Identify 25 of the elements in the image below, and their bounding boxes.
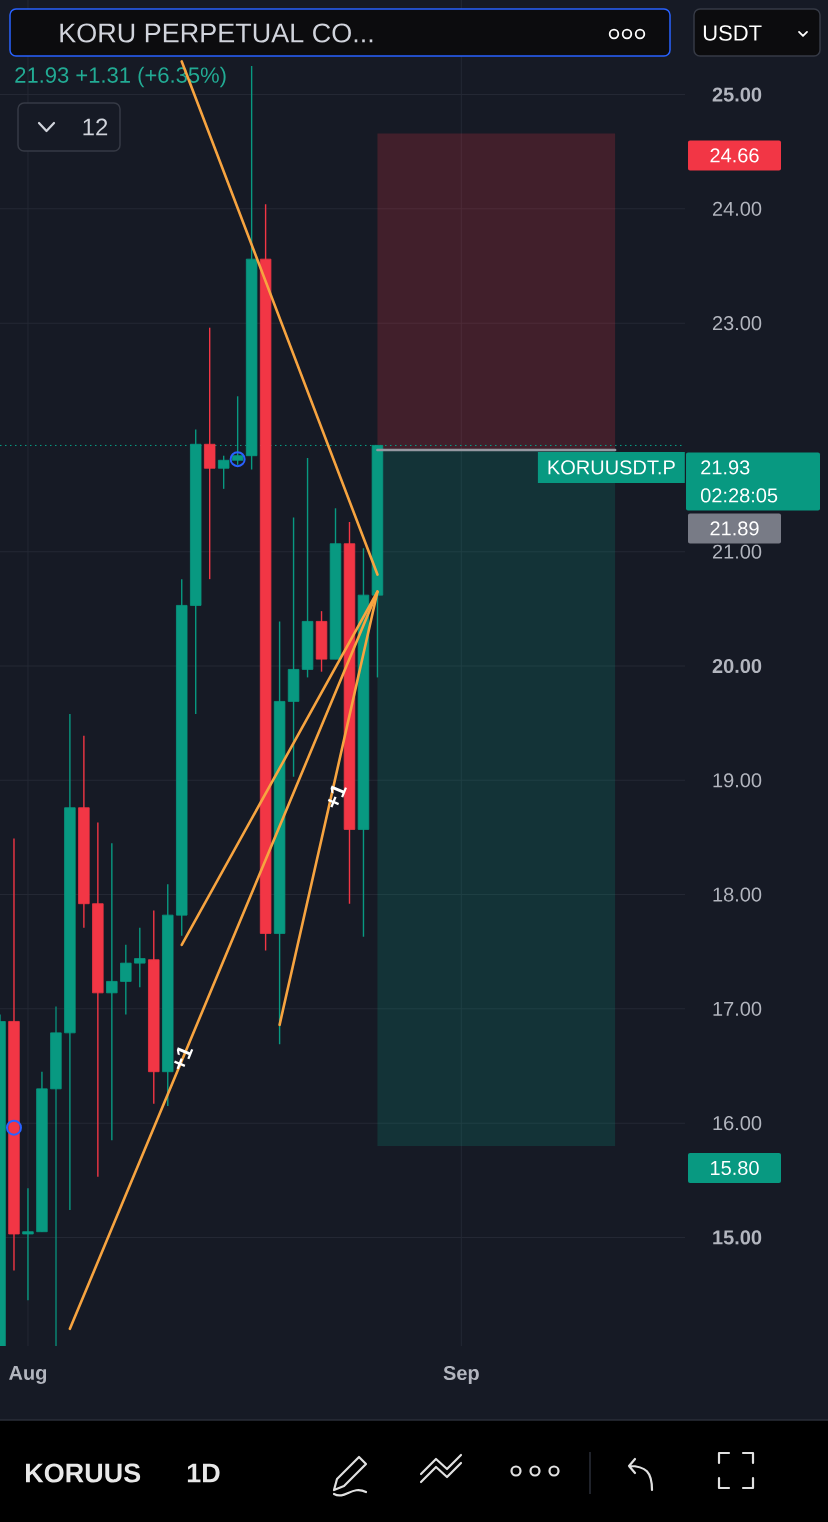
y-tick-label: 16.00 — [713, 1116, 762, 1131]
y-tick-label: 23.00 — [712, 316, 762, 331]
text: KORUUS — [26, 1463, 141, 1483]
annotation: 12 — [83, 118, 108, 136]
annotation: +1 — [327, 785, 347, 808]
y-tick-label: 17.00 — [713, 1001, 762, 1016]
text: USDT — [703, 25, 762, 41]
text: 1D — [187, 1463, 220, 1483]
text: 21.89 — [710, 521, 759, 536]
text: KORU PERPETUAL CO... — [60, 23, 373, 43]
y-tick-label: 24.00 — [712, 201, 762, 216]
y-tick-label: 18.00 — [713, 887, 762, 902]
x-tick-label: Sep — [443, 1365, 479, 1385]
y-tick-label: 20.00 — [712, 658, 762, 674]
y-tick-label: 25.00 — [712, 87, 762, 102]
y-tick-label: 15.00 — [713, 1230, 762, 1245]
text: 24.66 — [710, 148, 759, 163]
ref-line-label: KORUUSDT.P — [548, 460, 675, 475]
text: 02:28:05 — [700, 488, 778, 503]
annotation: +1 — [174, 1047, 194, 1070]
x-tick-label: Aug — [9, 1366, 47, 1384]
y-tick-label: 19.00 — [713, 773, 762, 788]
text: 21.93 — [701, 460, 750, 475]
y-tick-label: 21.00 — [712, 544, 762, 559]
text: 15.80 — [711, 1160, 759, 1176]
